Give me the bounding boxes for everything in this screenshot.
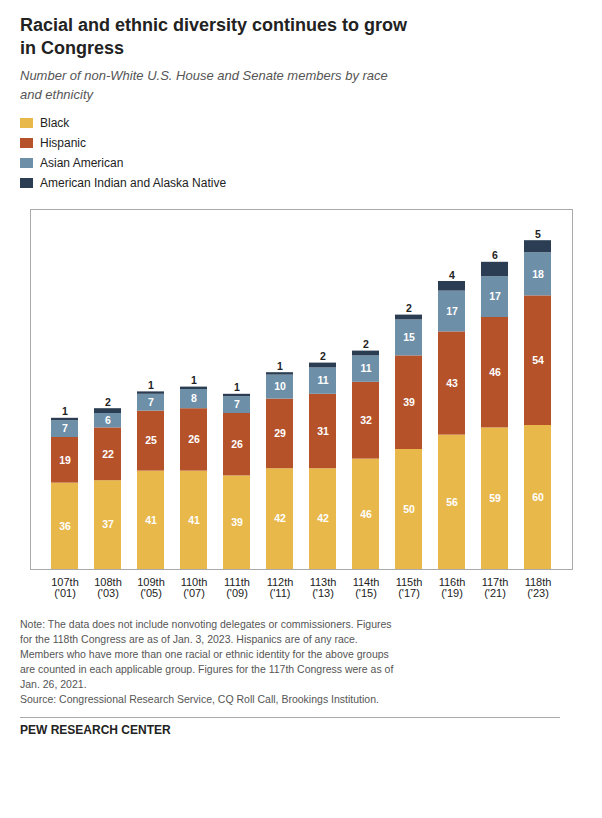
svg-text:7: 7: [234, 398, 240, 410]
svg-text:108th('03): 108th('03): [94, 576, 122, 599]
svg-text:54: 54: [532, 354, 544, 366]
svg-text:31: 31: [317, 425, 329, 437]
html-text:Source: Congressional Research: Source: Congressional Research Service, …: [20, 692, 379, 705]
svg-text:1: 1: [191, 374, 197, 386]
svg-text:7: 7: [148, 396, 154, 408]
svg-text:42: 42: [317, 512, 329, 524]
svg-text:8: 8: [191, 392, 197, 404]
svg-text:15: 15: [403, 331, 415, 343]
html-text:Asian American: Asian American: [40, 155, 124, 170]
svg-text:109th('05): 109th('05): [137, 576, 165, 599]
svg-text:32: 32: [360, 414, 372, 426]
svg-text:112th('11): 112th('11): [267, 576, 294, 599]
svg-text:17: 17: [489, 290, 501, 302]
svg-text:43: 43: [446, 377, 458, 389]
svg-text:56: 56: [446, 495, 458, 507]
svg-text:118th('23): 118th('23): [525, 576, 552, 599]
svg-text:36: 36: [59, 519, 71, 531]
svg-text:5: 5: [535, 227, 541, 239]
svg-text:46: 46: [360, 507, 372, 519]
svg-text:10: 10: [274, 380, 286, 392]
svg-text:111th('09): 111th('09): [224, 576, 250, 599]
html-text:Number of non-White U.S. House: Number of non-White U.S. House and Senat…: [20, 68, 388, 102]
svg-text:2: 2: [406, 302, 412, 314]
svg-text:42: 42: [274, 512, 286, 524]
html-text:Jan. 26, 2021.: Jan. 26, 2021.: [20, 677, 87, 690]
svg-text:115th('17): 115th('17): [396, 576, 423, 599]
svg-text:18: 18: [532, 267, 544, 279]
svg-text:2: 2: [320, 350, 326, 362]
svg-text:11: 11: [360, 362, 371, 374]
html-text:Hispanic: Hispanic: [40, 135, 86, 150]
svg-text:29: 29: [274, 427, 286, 439]
svg-text:6: 6: [492, 249, 498, 261]
svg-text:4: 4: [449, 268, 455, 280]
html-text:are counted in each applicable: are counted in each applicable group. Fi…: [20, 662, 394, 675]
html-text:American Indian and Alaska Nat: American Indian and Alaska Native: [40, 175, 227, 190]
svg-text:117th('21): 117th('21): [482, 576, 509, 599]
html-text:Members who have more than one: Members who have more than one racial or…: [20, 647, 389, 660]
svg-text:46: 46: [489, 366, 501, 378]
svg-text:2: 2: [363, 338, 369, 350]
svg-text:1: 1: [62, 405, 68, 417]
svg-text:110th('07): 110th('07): [181, 576, 208, 599]
svg-text:113th('13): 113th('13): [310, 576, 337, 599]
svg-text:39: 39: [403, 396, 415, 408]
svg-text:60: 60: [532, 491, 544, 503]
svg-text:17: 17: [446, 305, 458, 317]
html-text:Note: The data does not includ: Note: The data does not include nonvotin…: [20, 617, 392, 630]
svg-text:26: 26: [231, 438, 243, 450]
svg-text:114th('15): 114th('15): [353, 576, 380, 599]
svg-text:41: 41: [145, 513, 157, 525]
svg-text:107th('01): 107th('01): [51, 576, 79, 599]
svg-text:7: 7: [62, 422, 68, 434]
svg-text:37: 37: [102, 518, 114, 530]
svg-text:25: 25: [145, 434, 157, 446]
svg-text:22: 22: [102, 447, 114, 459]
svg-text:1: 1: [234, 381, 240, 393]
html-text:Black: Black: [40, 115, 70, 130]
html-text:Racial and ethnic diversity co: Racial and ethnic diversity continues to…: [20, 15, 408, 58]
svg-text:1: 1: [148, 379, 154, 391]
svg-text:59: 59: [489, 492, 501, 504]
html-text:for the 118th Congress are as: for the 118th Congress are as of Jan. 3,…: [20, 632, 358, 645]
svg-text:50: 50: [403, 503, 415, 515]
svg-text:1: 1: [277, 359, 283, 371]
html-text:PEW RESEARCH CENTER: PEW RESEARCH CENTER: [20, 722, 171, 737]
svg-text:116th('19): 116th('19): [439, 576, 466, 599]
svg-text:41: 41: [188, 513, 200, 525]
svg-text:39: 39: [231, 516, 243, 528]
svg-text:11: 11: [317, 374, 328, 386]
svg-text:6: 6: [105, 414, 111, 426]
svg-text:2: 2: [105, 395, 111, 407]
svg-text:26: 26: [188, 433, 200, 445]
svg-text:19: 19: [59, 453, 71, 465]
